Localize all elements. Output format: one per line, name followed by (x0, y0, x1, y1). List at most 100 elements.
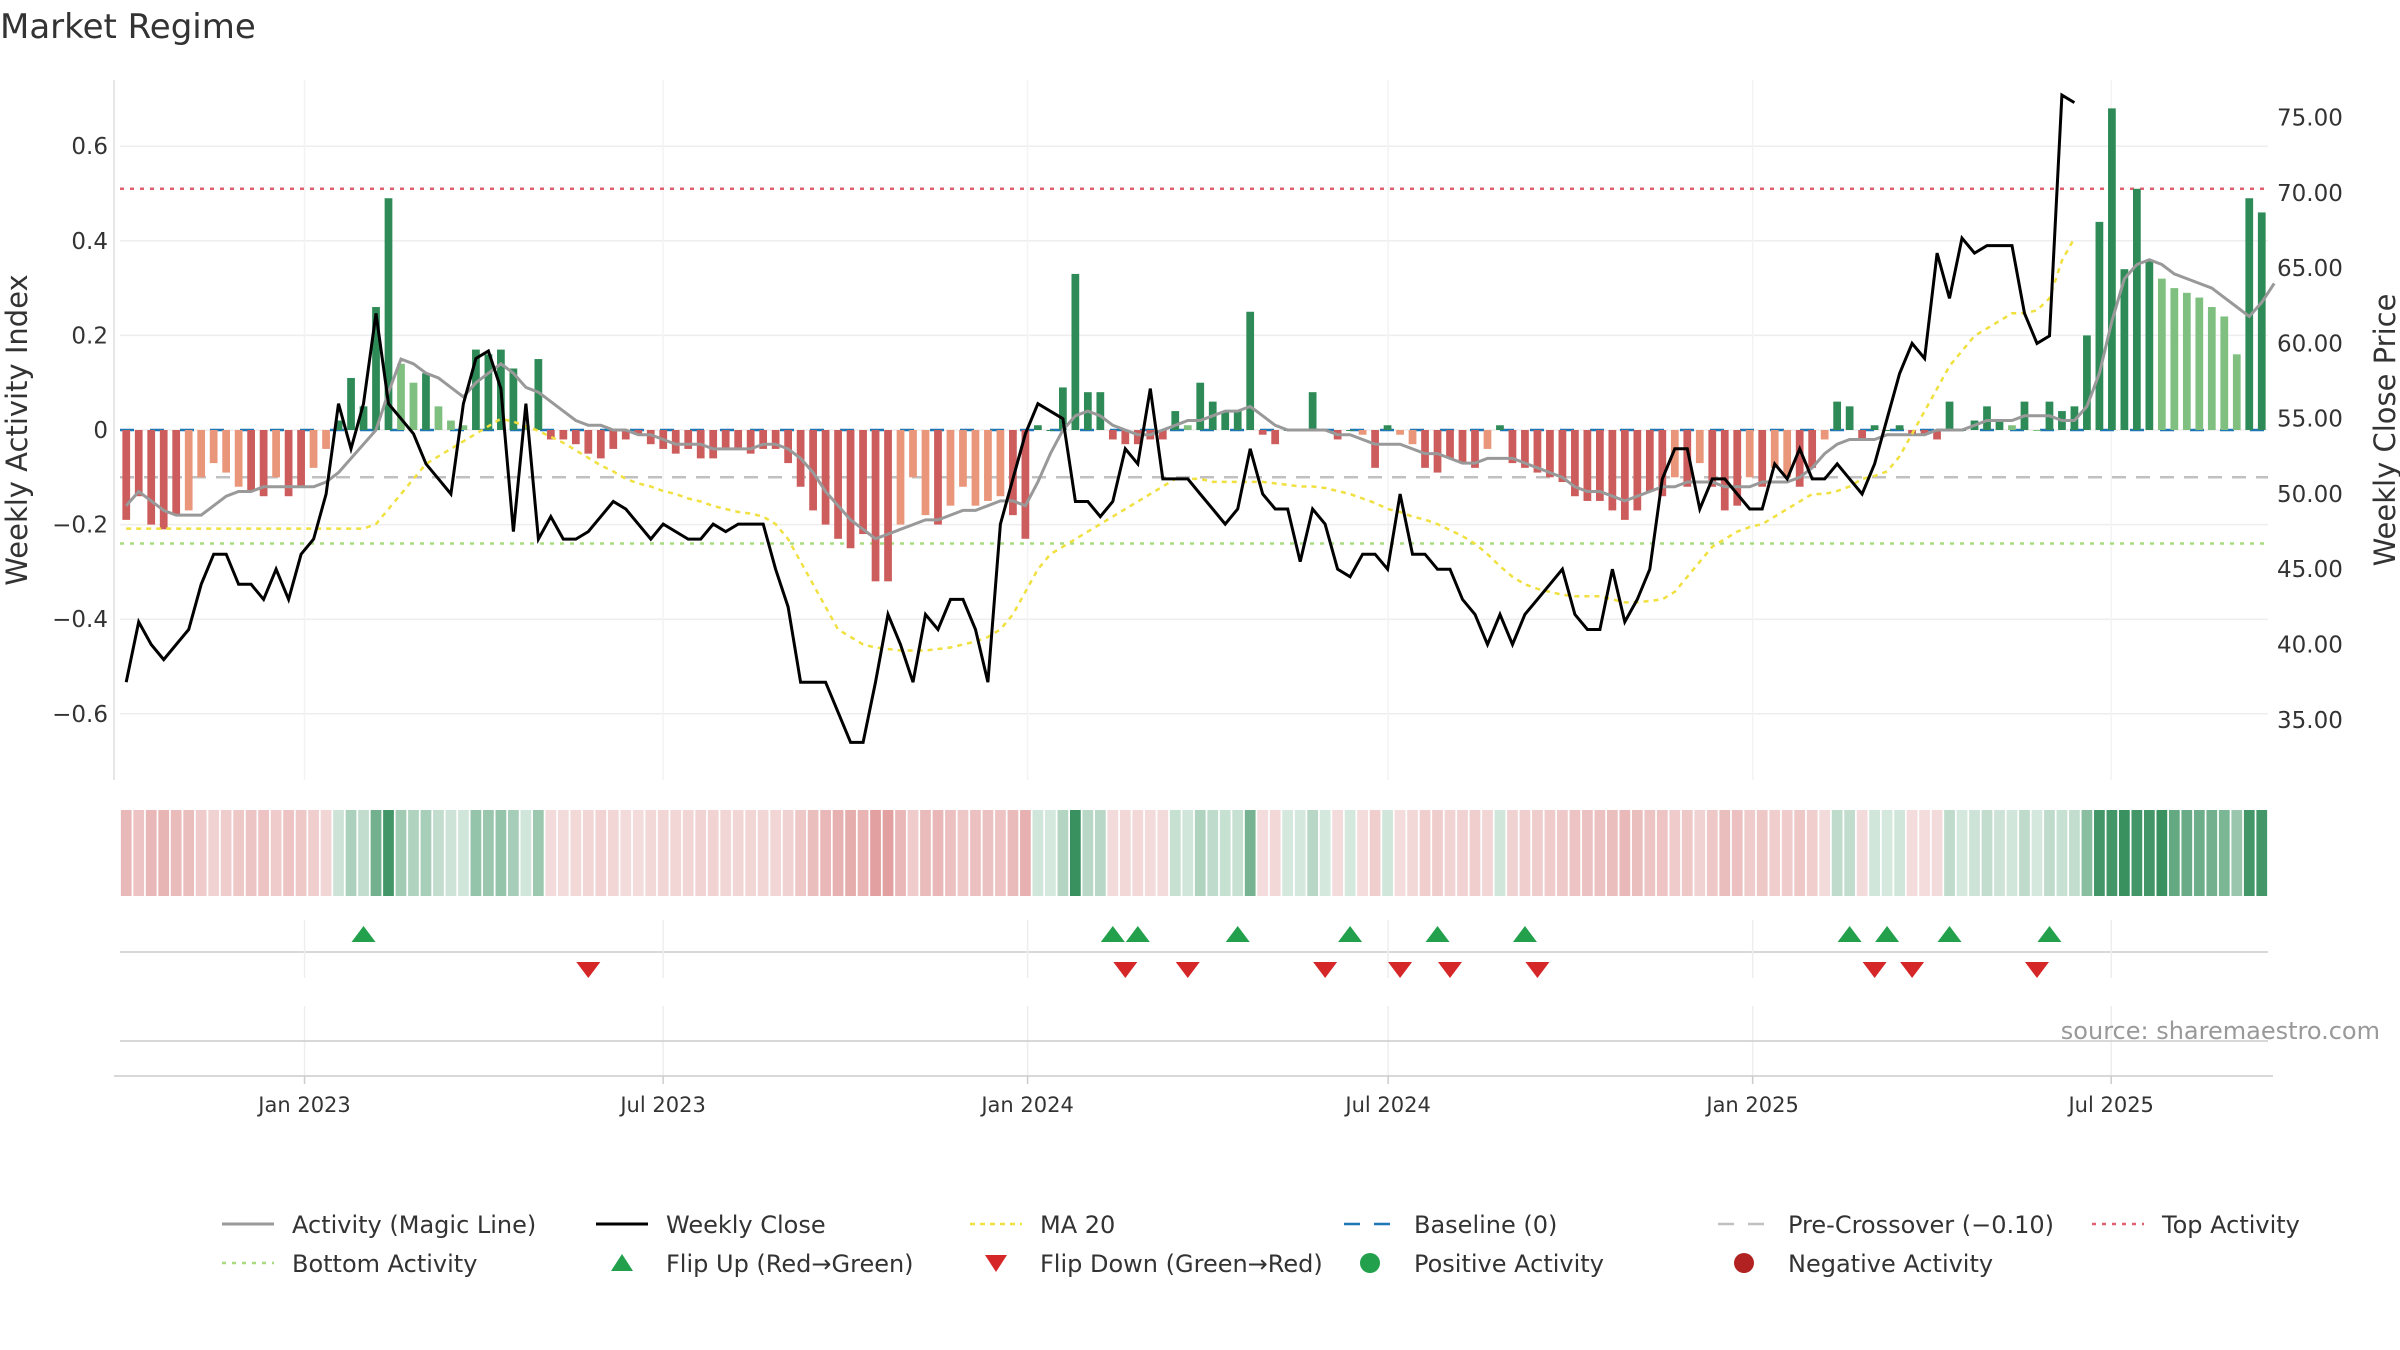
regime-cell (1169, 810, 1181, 896)
activity-bar (1059, 387, 1067, 430)
activity-bar (1133, 430, 1142, 445)
activity-bar (2120, 269, 2129, 430)
series-lines (124, 92, 2276, 744)
activity-bar (1645, 430, 1654, 492)
activity-bar (1096, 392, 1105, 430)
activity-bar (646, 430, 655, 445)
regime-cell (358, 810, 369, 896)
regime-cell (495, 810, 507, 896)
y-tick-label-right: 75.00 (2277, 106, 2343, 132)
x-tick-label: Jul 2023 (618, 1093, 705, 1117)
activity-bar (259, 430, 268, 497)
legend-item-posact: Positive Activity (1360, 1250, 1604, 1278)
regime-cell (245, 810, 257, 896)
activity-bar (1071, 273, 1080, 430)
regime-cell (445, 810, 457, 896)
activity-bar (1858, 430, 1866, 440)
activity-bar (1183, 425, 1192, 430)
regime-cell (470, 810, 482, 896)
regime-cell (970, 810, 981, 896)
activity-bar (721, 430, 730, 449)
activity-bar (784, 430, 792, 464)
activity-bar (2220, 316, 2229, 430)
regime-cell (1482, 810, 1493, 896)
activity-bars (122, 108, 2266, 582)
regime-cell (1107, 810, 1119, 896)
regime-cell (1069, 810, 1081, 896)
regime-cell (520, 810, 532, 896)
regime-cell (1582, 810, 1593, 896)
regime-cell (483, 810, 494, 896)
activity-bar (684, 430, 693, 449)
legend-label: MA 20 (1040, 1211, 1115, 1239)
y-tick-label-right: 35.00 (2277, 708, 2343, 734)
activity-bar (309, 430, 318, 468)
activity-bar (1895, 425, 1904, 430)
regime-cell (1219, 810, 1231, 896)
regime-cell (420, 810, 432, 896)
left-tick-labels: 0.6 0.4 0.2 0 −0.2 −0.4 −0.6 (52, 134, 108, 728)
activity-bar (1933, 430, 1941, 440)
flip-up-marker (1225, 926, 1250, 942)
regime-cell (820, 810, 831, 896)
activity-bar (2095, 221, 2104, 430)
legend: Activity (Magic Line) Weekly Close MA 20 Ba… (222, 1211, 2300, 1278)
regime-cell (1269, 810, 1281, 896)
regime-cell (345, 810, 357, 896)
regime-cell (1681, 810, 1693, 896)
y-axis-right-label: Weekly Close Price (2368, 294, 2400, 567)
x-tick-labels: Jan 2023 Jul 2023 Jan 2024 Jul 2024 Jan 2025… (256, 1076, 2154, 1117)
regime-cell (408, 810, 419, 896)
flip-down-marker (1175, 962, 1200, 978)
regime-cell (308, 810, 319, 896)
activity-bar (959, 430, 967, 487)
activity-bar (559, 430, 568, 440)
legend-label: Flip Up (Red→Green) (666, 1250, 914, 1278)
regime-cell (1606, 810, 1618, 896)
regime-cell (1369, 810, 1381, 896)
x-tick-label: Jul 2025 (2066, 1093, 2153, 1117)
regime-cell (383, 810, 394, 896)
activity-bar (1758, 430, 1767, 487)
activity-bar (2008, 425, 2016, 430)
activity-bar (1358, 430, 1367, 435)
regime-cell (1706, 810, 1718, 896)
activity-bar (1421, 430, 1429, 468)
regime-cell (695, 810, 707, 896)
y-tick-label-right: 70.00 (2277, 181, 2343, 207)
activity-bar (1720, 430, 1729, 511)
regime-cell (1557, 810, 1568, 896)
activity-bar (509, 368, 518, 430)
regime-cell (545, 810, 557, 896)
regime-cell (2044, 810, 2055, 896)
flip-down-marker (1388, 962, 1413, 978)
regime-cell (895, 810, 906, 896)
regime-cell (1944, 810, 1955, 896)
chart-title: Market Regime (0, 7, 256, 47)
legend-label: Positive Activity (1414, 1250, 1604, 1278)
activity-bar (1433, 430, 1442, 473)
regime-cell (2031, 810, 2043, 896)
activity-bar (2108, 108, 2116, 430)
activity-bar (272, 430, 280, 478)
regime-cell (620, 810, 632, 896)
activity-bar (1246, 311, 1255, 430)
activity-bar (2033, 430, 2041, 431)
activity-bar (397, 363, 405, 430)
regime-cell (2218, 810, 2230, 896)
regime-cell (870, 810, 881, 896)
regime-cell (1694, 810, 1706, 896)
y-tick-label-right: 45.00 (2277, 557, 2343, 583)
activity-bar (359, 406, 368, 430)
flip-up-marker (1937, 926, 1962, 942)
regime-cell (170, 810, 182, 896)
regime-cell (1806, 810, 1818, 896)
regime-cell (2131, 810, 2143, 896)
activity-bar (996, 430, 1005, 497)
activity-bar (1833, 401, 1842, 430)
regime-cell (757, 810, 769, 896)
regime-cell (1894, 810, 1905, 896)
activity-bar (1745, 430, 1754, 478)
activity-bar (1446, 430, 1454, 459)
flip-up-marker (1100, 926, 1125, 942)
